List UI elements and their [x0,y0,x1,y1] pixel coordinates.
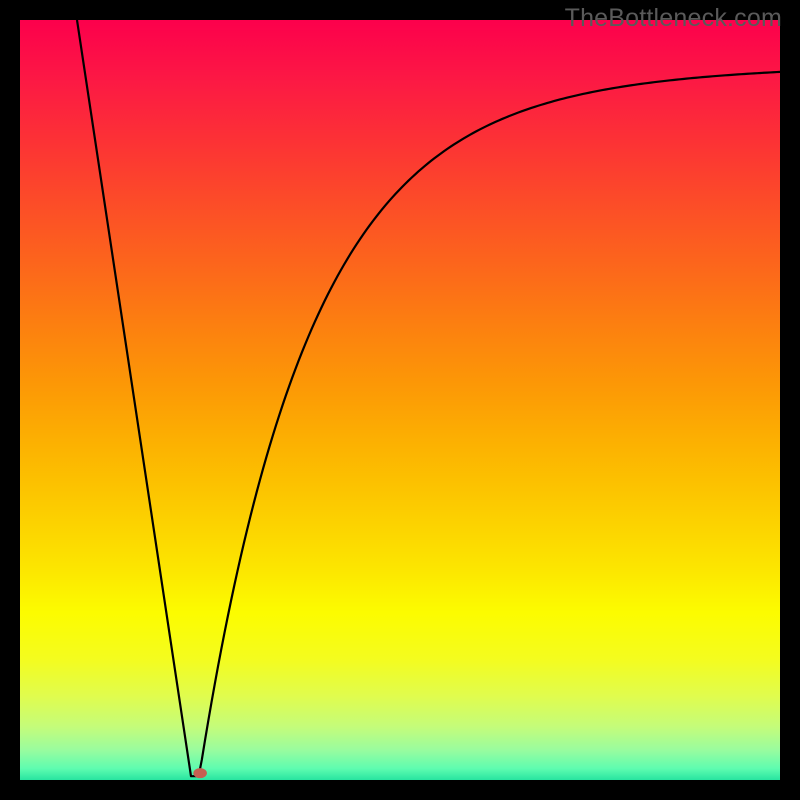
plot-area [20,20,780,780]
watermark-text: TheBottleneck.com [565,4,782,33]
optimal-point-marker [193,768,207,778]
plot-svg [20,20,780,780]
